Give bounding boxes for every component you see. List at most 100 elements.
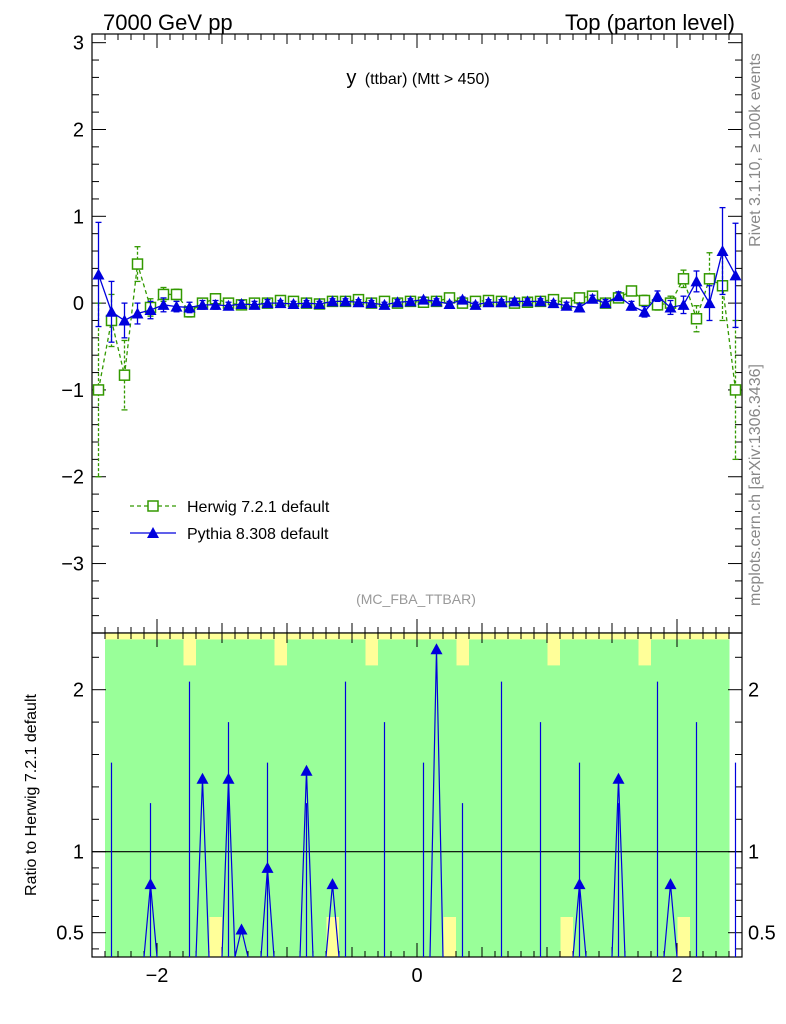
y-tick-label: 0 bbox=[73, 293, 84, 315]
pythia-point bbox=[703, 297, 716, 309]
pythia-point bbox=[313, 297, 326, 309]
pythia-point bbox=[300, 297, 313, 309]
pythia-point bbox=[118, 314, 131, 326]
ratio-point bbox=[235, 923, 248, 935]
band-green-bin bbox=[365, 665, 379, 957]
band-green-bin bbox=[482, 639, 496, 957]
pythia-point bbox=[248, 298, 261, 310]
pythia-point bbox=[716, 245, 729, 257]
ratio-point bbox=[573, 878, 586, 890]
herwig-point bbox=[131, 258, 144, 270]
pythia-point bbox=[508, 295, 521, 307]
ratio-point bbox=[300, 764, 313, 776]
pythia-point bbox=[469, 298, 482, 310]
pythia-point bbox=[573, 301, 586, 313]
band-green-bin bbox=[144, 639, 158, 957]
band-green-bin bbox=[508, 639, 522, 957]
pythia-point bbox=[196, 298, 209, 310]
pythia-point bbox=[235, 297, 248, 309]
pythia-point bbox=[456, 293, 469, 305]
pythia-point bbox=[404, 295, 417, 307]
pythia-point bbox=[352, 296, 365, 308]
pythia-point bbox=[625, 299, 638, 311]
band-green-bin bbox=[677, 639, 691, 917]
pythia-point bbox=[495, 296, 508, 308]
herwig-series-line bbox=[97, 263, 737, 391]
herwig-point bbox=[92, 384, 105, 396]
pythia-point bbox=[170, 300, 183, 312]
pythia-point bbox=[222, 299, 235, 311]
legend-pythia-label: Pythia 8.308 default bbox=[187, 526, 329, 543]
pythia-point bbox=[482, 296, 495, 308]
pythia-point bbox=[417, 293, 430, 305]
pythia-point bbox=[391, 296, 404, 308]
pythia-point bbox=[612, 290, 625, 302]
y-tick-label: −3 bbox=[61, 554, 84, 576]
pythia-point bbox=[599, 297, 612, 309]
band-green-bin bbox=[638, 665, 652, 957]
pythia-point bbox=[131, 307, 144, 319]
y-tick-label: 3 bbox=[73, 33, 84, 55]
pythia-point bbox=[651, 290, 664, 302]
mcplots-label: mcplots.cern.ch [arXiv:1306.3436] bbox=[747, 364, 764, 606]
ratio-point bbox=[430, 643, 443, 655]
band-green-bin bbox=[560, 639, 574, 917]
pythia-point bbox=[547, 297, 560, 309]
herwig-point bbox=[625, 285, 638, 297]
pythia-point bbox=[677, 298, 690, 310]
rivet-label: Rivet 3.1.10, ≥ 100k events bbox=[747, 53, 764, 247]
ratio-y-tick-label-right: 0.5 bbox=[748, 923, 776, 945]
band-green-bin bbox=[664, 639, 678, 957]
band-green-bin bbox=[599, 639, 613, 957]
ratio-y-tick-label-right: 1 bbox=[748, 842, 759, 864]
band-green-bin bbox=[209, 639, 223, 917]
header-right: Top (parton level) bbox=[565, 10, 735, 35]
pythia-point bbox=[157, 298, 170, 310]
ratio-point bbox=[144, 878, 157, 890]
band-green-bin bbox=[469, 639, 483, 957]
header-left: 7000 GeV pp bbox=[103, 10, 233, 35]
band-green-bin bbox=[352, 639, 366, 957]
ratio-point bbox=[196, 772, 209, 784]
pythia-point bbox=[521, 295, 534, 307]
ratio-point bbox=[222, 772, 235, 784]
ratio-y-tick-label: 2 bbox=[73, 680, 84, 702]
band-green-bin bbox=[170, 639, 184, 957]
legend: Herwig 7.2.1 default Pythia 8.308 defaul… bbox=[130, 499, 330, 543]
band-green-bin bbox=[287, 639, 301, 957]
pythia-point bbox=[638, 305, 651, 317]
band-green-bin bbox=[547, 665, 561, 957]
pythia-point bbox=[534, 295, 547, 307]
legend-herwig-marker bbox=[147, 500, 159, 512]
pythia-point bbox=[560, 299, 573, 311]
band-green-bin bbox=[313, 639, 327, 957]
band-green-bin bbox=[118, 639, 132, 957]
herwig-point bbox=[638, 294, 651, 307]
pythia-point bbox=[209, 298, 222, 310]
pythia-point bbox=[274, 297, 287, 309]
main-frame bbox=[91, 33, 743, 634]
band-green-bin bbox=[404, 639, 418, 957]
plot-title-sub: (ttbar) (Mtt > 450) bbox=[365, 71, 490, 88]
band-green-bin bbox=[586, 639, 600, 957]
pythia-point bbox=[183, 301, 196, 313]
band-green-bin bbox=[521, 639, 535, 957]
ratio-point bbox=[612, 772, 625, 784]
ratio-y-tick-label: 1 bbox=[73, 842, 84, 864]
herwig-point bbox=[729, 384, 742, 396]
herwig-point bbox=[703, 273, 716, 285]
herwig-point bbox=[690, 312, 703, 325]
main-panel: −3 −2 −1 0 1 2 3 bbox=[61, 33, 743, 634]
x-tick-label: 2 bbox=[671, 965, 682, 987]
ratio-point bbox=[664, 878, 677, 890]
x-tick-label: −2 bbox=[146, 965, 169, 987]
band-green-bin bbox=[131, 639, 145, 957]
pythia-point bbox=[261, 297, 274, 309]
herwig-point bbox=[118, 369, 131, 381]
pythia-point bbox=[664, 301, 677, 313]
pythia-point bbox=[365, 297, 378, 309]
band-green-bin bbox=[391, 639, 405, 957]
band-green-bin bbox=[625, 639, 639, 957]
herwig-point bbox=[573, 292, 586, 304]
